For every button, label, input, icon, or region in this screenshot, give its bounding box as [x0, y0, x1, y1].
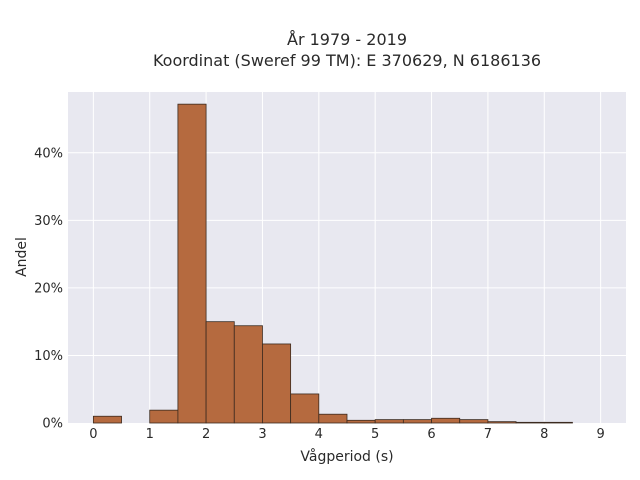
histogram-bar-13 — [459, 419, 489, 424]
x-tick-labels: 0 1 2 3 4 5 6 7 8 9 — [89, 427, 605, 442]
x-tick-label-3: 3 — [258, 427, 266, 442]
x-tick-label-2: 2 — [202, 427, 210, 442]
histogram-bar-6 — [262, 343, 292, 424]
histogram-bar-7 — [290, 393, 320, 424]
chart-title-line-2: Koordinat (Sweref 99 TM): E 370629, N 61… — [153, 51, 541, 70]
x-tick-label-0: 0 — [89, 427, 97, 442]
y-tick-labels: 0% 10% 20% 30% 40% — [34, 146, 63, 431]
histogram-bar-2 — [149, 409, 179, 424]
x-tick-label-7: 7 — [484, 427, 492, 442]
histogram-bar-0 — [92, 415, 122, 424]
histogram-bar-9 — [346, 419, 376, 424]
x-tick-label-8: 8 — [540, 427, 548, 442]
histogram-bar-12 — [431, 417, 461, 424]
y-tick-label-2: 20% — [34, 281, 63, 296]
x-tick-label-5: 5 — [371, 427, 379, 442]
chart-title-line-1: År 1979 - 2019 — [287, 30, 407, 49]
y-tick-label-1: 10% — [34, 349, 63, 364]
y-axis-label: Andel — [14, 237, 30, 277]
x-tick-label-1: 1 — [146, 427, 154, 442]
y-tick-label-4: 40% — [34, 146, 63, 161]
x-tick-label-9: 9 — [596, 427, 604, 442]
y-tick-label-3: 30% — [34, 214, 63, 229]
histogram-bar-8 — [318, 413, 348, 424]
histogram-bar-14 — [487, 421, 517, 424]
histogram-bars — [92, 103, 573, 424]
histogram-bar-11 — [402, 419, 432, 424]
plot-area — [68, 92, 626, 423]
x-tick-label-6: 6 — [427, 427, 435, 442]
histogram-bar-16 — [543, 421, 573, 424]
y-tick-label-0: 0% — [42, 417, 63, 432]
histogram-bar-10 — [374, 419, 404, 424]
histogram-bar-3 — [177, 103, 207, 424]
histogram-bar-5 — [233, 325, 263, 424]
histogram-bar-15 — [515, 421, 545, 424]
histogram-bar-4 — [205, 321, 235, 424]
x-axis-label: Vågperiod (s) — [300, 448, 393, 465]
x-tick-label-4: 4 — [315, 427, 323, 442]
horizontal-gridlines — [68, 152, 626, 356]
